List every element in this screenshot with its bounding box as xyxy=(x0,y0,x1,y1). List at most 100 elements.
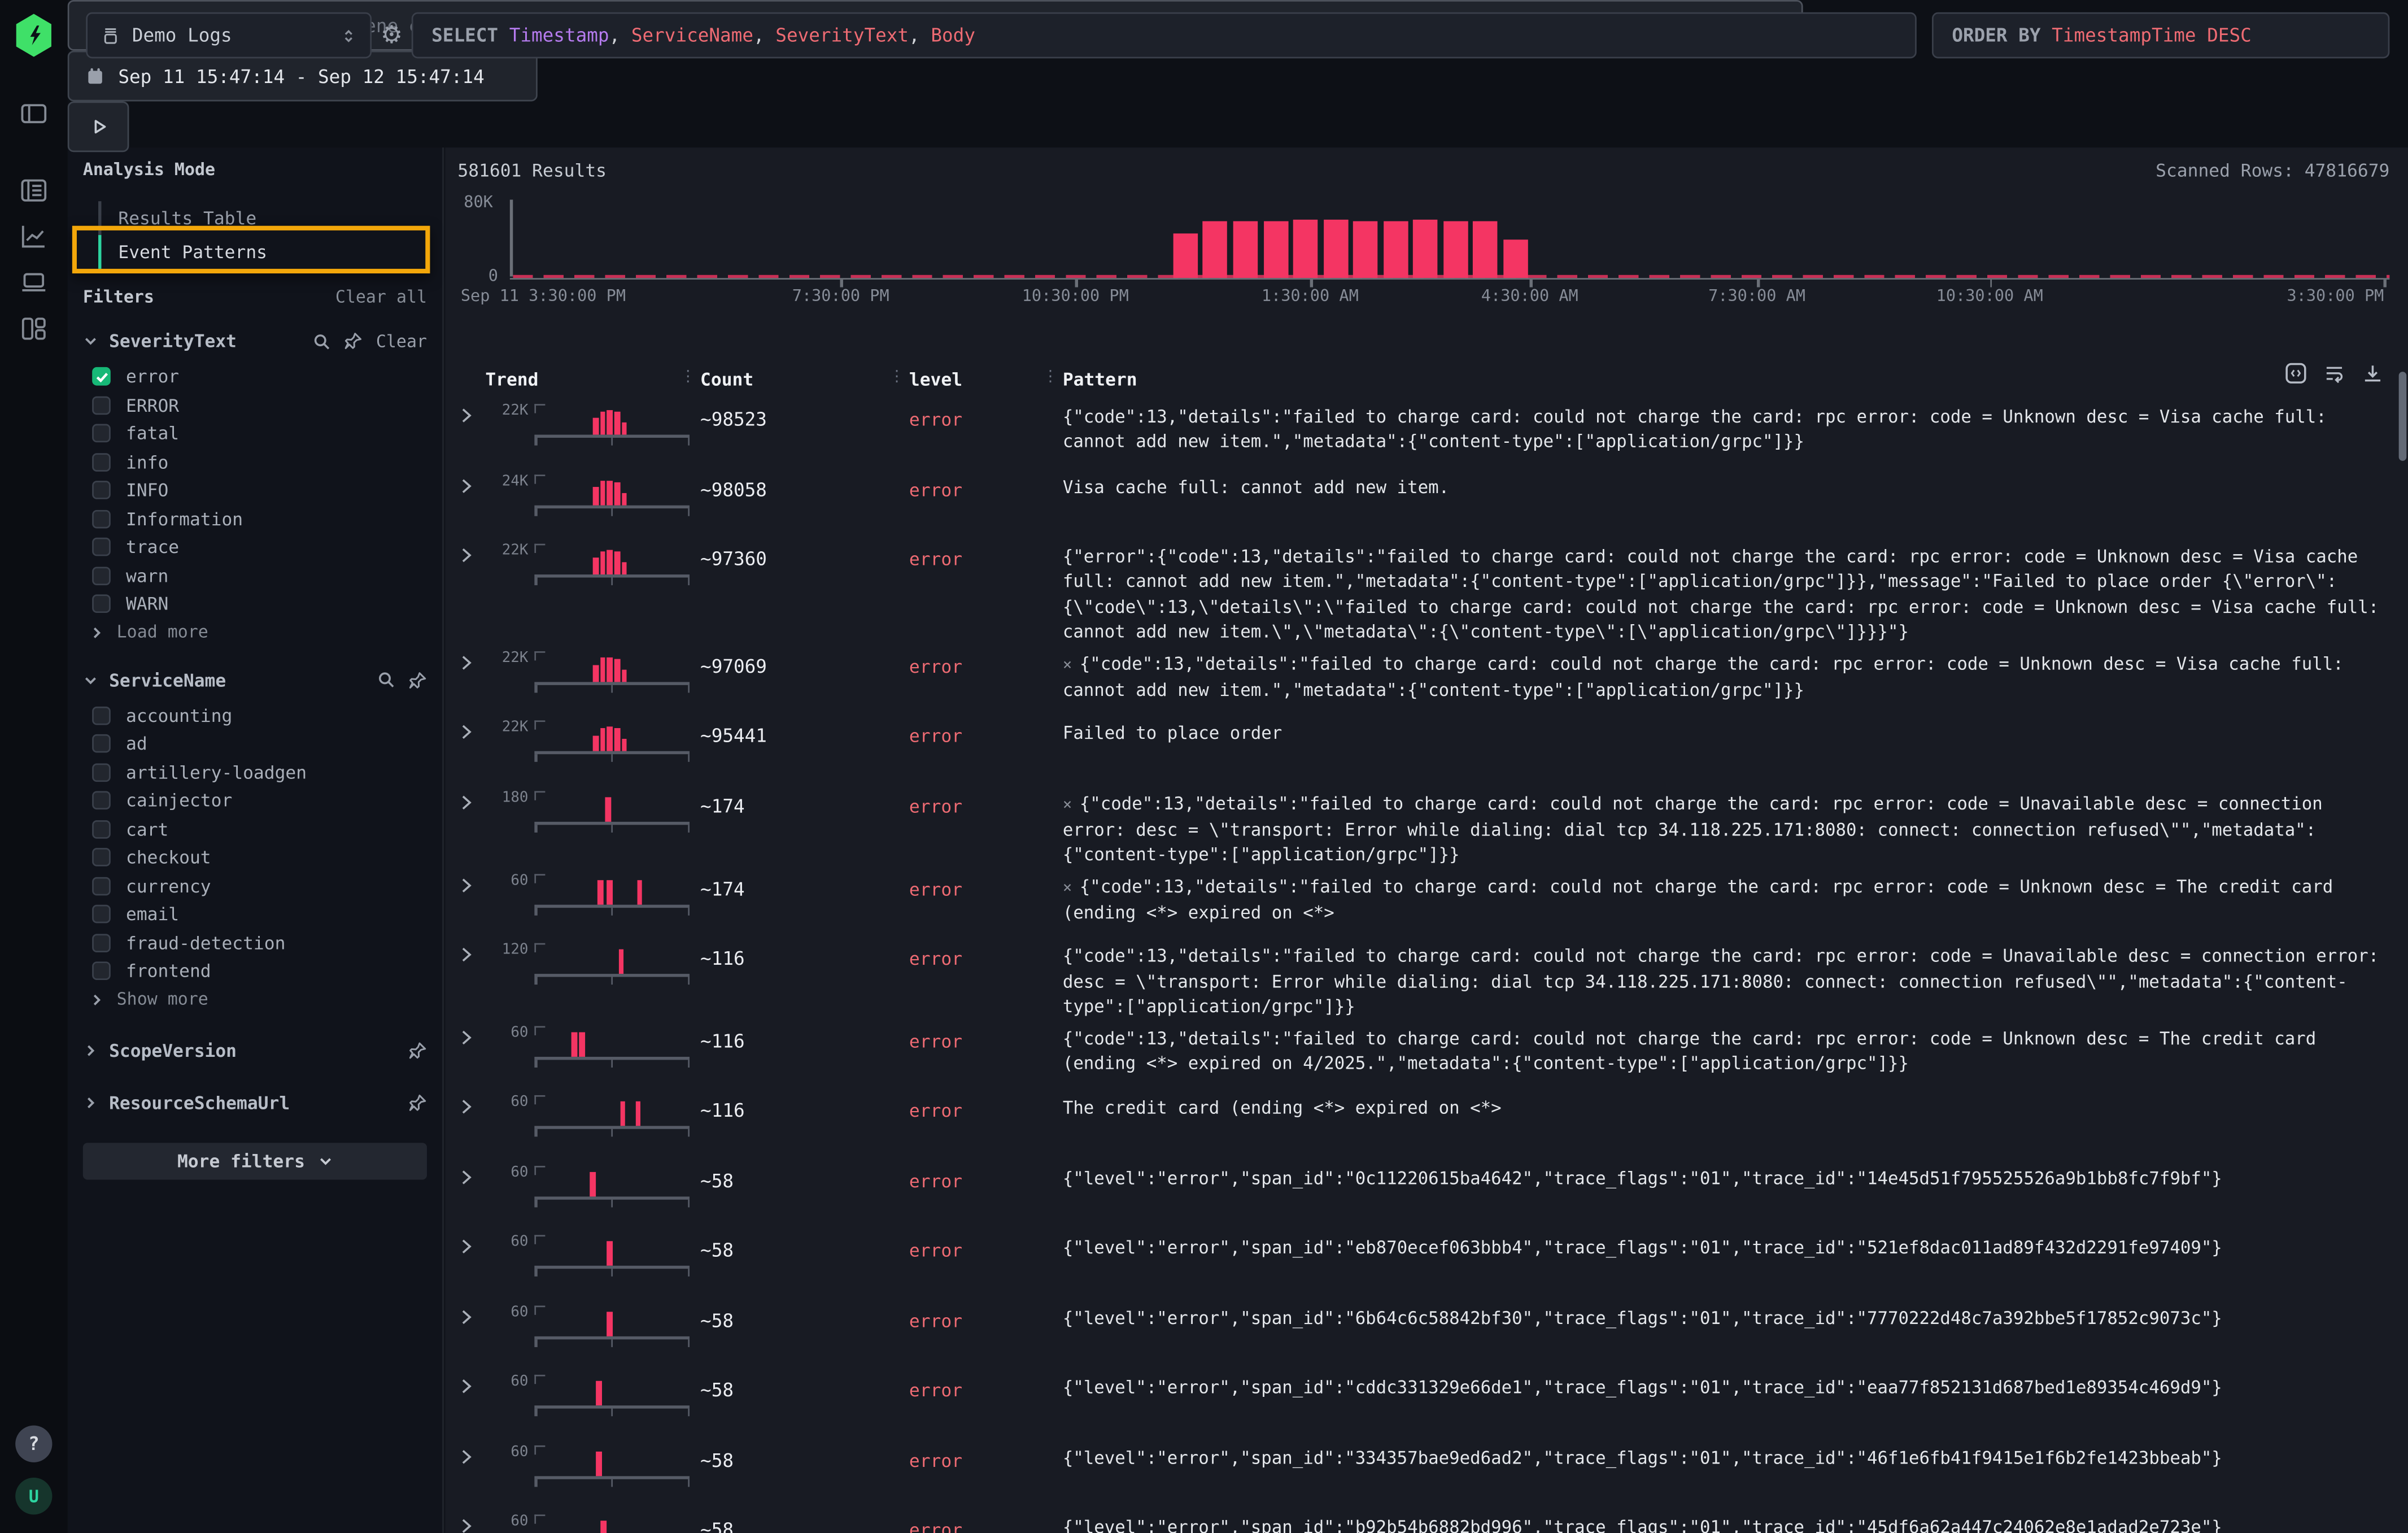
filter-group-header-resourceschemaurl[interactable]: ResourceSchemaUrl xyxy=(83,1087,427,1117)
pattern-row[interactable]: 120~116error{"code":13,"details":"failed… xyxy=(457,939,2389,1021)
nav-sessions-icon[interactable] xyxy=(0,263,68,303)
checkbox[interactable] xyxy=(92,848,111,867)
pattern-row[interactable]: 60~58error{"level":"error","span_id":"0c… xyxy=(457,1161,2389,1231)
filter-option-warn[interactable]: WARN xyxy=(83,590,427,618)
pattern-row[interactable]: 22K~97069error×{"code":13,"details":"fai… xyxy=(457,646,2389,716)
filter-option-cainjector[interactable]: cainjector xyxy=(83,786,427,815)
checkbox[interactable] xyxy=(92,567,111,585)
checkbox[interactable] xyxy=(92,934,111,952)
row-expand-button[interactable] xyxy=(457,1440,485,1465)
chevron-right-icon[interactable] xyxy=(457,1029,474,1046)
filter-option-information[interactable]: Information xyxy=(83,504,427,533)
filter-option-artillery-loadgen[interactable]: artillery-loadgen xyxy=(83,758,427,786)
filter-option-warn[interactable]: warn xyxy=(83,561,427,590)
column-header-pattern[interactable]: Pattern xyxy=(1063,369,2390,390)
row-expand-button[interactable] xyxy=(457,539,485,564)
filter-group-header-servicename[interactable]: ServiceName xyxy=(83,664,427,695)
pin-icon[interactable] xyxy=(408,1040,427,1059)
filter-option-cart[interactable]: cart xyxy=(83,815,427,843)
checkbox[interactable] xyxy=(92,905,111,924)
chevron-right-icon[interactable] xyxy=(457,877,474,894)
filter-option-currency[interactable]: currency xyxy=(83,872,427,900)
chevron-right-icon[interactable] xyxy=(457,947,474,964)
chevron-right-icon[interactable] xyxy=(457,1099,474,1116)
checkbox[interactable] xyxy=(92,368,111,386)
pattern-row[interactable]: 60~58error{"level":"error","span_id":"eb… xyxy=(457,1230,2389,1300)
chevron-right-icon[interactable] xyxy=(457,654,474,670)
chevron-right-icon[interactable] xyxy=(457,1238,474,1255)
row-expand-button[interactable] xyxy=(457,1021,485,1046)
checkbox[interactable] xyxy=(92,538,111,556)
row-expand-button[interactable] xyxy=(457,939,485,964)
row-expand-button[interactable] xyxy=(457,1230,485,1255)
filter-option-frontend[interactable]: frontend xyxy=(83,957,427,985)
pattern-row[interactable]: 180~174error×{"code":13,"details":"faile… xyxy=(457,786,2389,869)
chevron-right-icon[interactable] xyxy=(457,724,474,741)
pattern-row[interactable]: 60~116errorThe credit card (ending <*> e… xyxy=(457,1091,2389,1161)
row-expand-button[interactable] xyxy=(457,716,485,741)
chevron-right-icon[interactable] xyxy=(457,794,474,811)
chevron-right-icon[interactable] xyxy=(457,1448,474,1465)
nav-chart-icon[interactable] xyxy=(0,216,68,256)
pattern-row[interactable]: 60~58error{"level":"error","span_id":"33… xyxy=(457,1440,2389,1510)
search-icon[interactable] xyxy=(313,333,330,350)
pattern-row[interactable]: 60~58error{"level":"error","span_id":"b9… xyxy=(457,1510,2389,1533)
chevron-right-icon[interactable] xyxy=(457,547,474,564)
column-header-trend[interactable]: Trend xyxy=(485,369,700,390)
row-expand-button[interactable] xyxy=(457,646,485,671)
checkbox[interactable] xyxy=(92,820,111,838)
filter-option-error[interactable]: error xyxy=(83,363,427,391)
mode-tab-results-table[interactable]: Results Table xyxy=(98,201,442,235)
checkbox[interactable] xyxy=(92,595,111,613)
pattern-row[interactable]: 22K~98523error{"code":13,"details":"fail… xyxy=(457,399,2389,469)
filter-load-more-button[interactable]: Load more xyxy=(83,619,427,646)
row-expand-button[interactable] xyxy=(457,1300,485,1325)
select-clause-input[interactable]: SELECT Timestamp, ServiceName, SeverityT… xyxy=(412,12,1917,59)
chevron-right-icon[interactable] xyxy=(83,1042,98,1057)
checkbox[interactable] xyxy=(92,877,111,895)
vertical-scrollbar[interactable] xyxy=(2399,372,2407,461)
checkbox[interactable] xyxy=(92,735,111,754)
nav-logs-icon[interactable] xyxy=(0,171,68,211)
pattern-row[interactable]: 24K~98058errorVisa cache full: cannot ad… xyxy=(457,469,2389,539)
filter-option-email[interactable]: email xyxy=(83,900,427,929)
filter-option-trace[interactable]: trace xyxy=(83,533,427,561)
search-icon[interactable] xyxy=(378,671,395,688)
pin-icon[interactable] xyxy=(408,1093,427,1112)
chevron-right-icon[interactable] xyxy=(83,1095,98,1110)
pattern-row[interactable]: 22K~95441errorFailed to place order xyxy=(457,716,2389,786)
checkbox[interactable] xyxy=(92,424,111,443)
chevron-right-icon[interactable] xyxy=(89,624,104,639)
pattern-row[interactable]: 22K~97360error{"error":{"code":13,"detai… xyxy=(457,539,2389,646)
mode-tab-event-patterns[interactable]: Event Patterns xyxy=(98,235,442,269)
filter-option-fraud-detection[interactable]: fraud-detection xyxy=(83,929,427,957)
row-expand-button[interactable] xyxy=(457,786,485,811)
pattern-row[interactable]: 60~174error×{"code":13,"details":"failed… xyxy=(457,869,2389,939)
filter-option-accounting[interactable]: accounting xyxy=(83,701,427,729)
user-avatar[interactable]: U xyxy=(15,1478,52,1514)
source-selector[interactable]: Demo Logs xyxy=(86,12,372,59)
filter-option-fatal[interactable]: fatal xyxy=(83,419,427,447)
checkbox[interactable] xyxy=(92,396,111,415)
pattern-row[interactable]: 60~58error{"level":"error","span_id":"6b… xyxy=(457,1300,2389,1370)
row-expand-button[interactable] xyxy=(457,469,485,494)
column-header-level[interactable]: level xyxy=(909,369,1063,390)
filter-show-more-button[interactable]: Show more xyxy=(83,985,427,1013)
checkbox[interactable] xyxy=(92,453,111,472)
pin-icon[interactable] xyxy=(344,332,363,350)
column-header-count[interactable]: Count xyxy=(700,369,909,390)
app-logo-icon[interactable] xyxy=(14,14,54,56)
filter-group-header-severitytext[interactable]: SeverityTextClear xyxy=(83,326,427,356)
source-settings-button[interactable]: ⚙ xyxy=(372,12,412,59)
check-icon[interactable] xyxy=(94,370,108,384)
chevron-right-icon[interactable] xyxy=(457,1378,474,1395)
filter-option-ad[interactable]: ad xyxy=(83,730,427,758)
chevron-right-icon[interactable] xyxy=(457,477,474,494)
row-expand-button[interactable] xyxy=(457,1370,485,1395)
help-button[interactable]: ? xyxy=(15,1426,52,1462)
chevron-right-icon[interactable] xyxy=(89,991,104,1007)
filter-option-info[interactable]: INFO xyxy=(83,476,427,504)
pattern-row[interactable]: 60~116error{"code":13,"details":"failed … xyxy=(457,1021,2389,1091)
row-expand-button[interactable] xyxy=(457,1161,485,1186)
checkbox[interactable] xyxy=(92,962,111,981)
